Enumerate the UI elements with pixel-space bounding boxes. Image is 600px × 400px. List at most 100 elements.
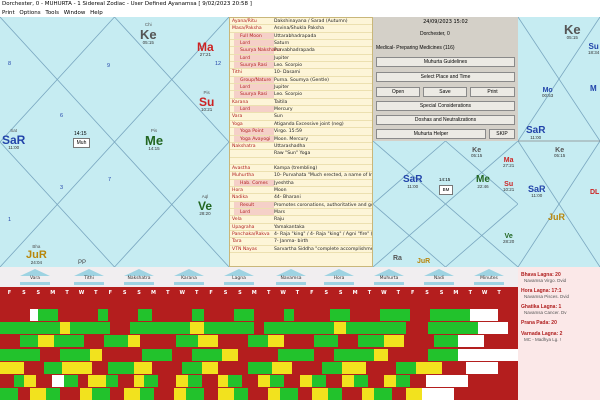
nav-nakshatra[interactable]: Nakshatra: [122, 269, 156, 285]
quality-cell[interactable]: [328, 388, 342, 400]
quality-cell[interactable]: [406, 322, 428, 335]
quality-cell[interactable]: [322, 361, 342, 374]
planet-ketu[interactable]: Chi Ke 05:15: [140, 22, 157, 45]
quality-cell[interactable]: [278, 348, 314, 361]
quality-cell[interactable]: [234, 309, 254, 321]
quality-cell[interactable]: [254, 322, 264, 335]
quality-cell[interactable]: [312, 388, 328, 400]
rasi-chart-main[interactable]: Chi Ke 05:15 Ma 27:21 Pis Su 10:21 Sat S…: [0, 17, 229, 267]
quality-cell[interactable]: [198, 335, 218, 348]
quality-cell[interactable]: [60, 388, 80, 400]
quality-cell[interactable]: [258, 375, 270, 387]
quality-cell[interactable]: [98, 309, 108, 321]
quality-cell[interactable]: [172, 348, 192, 361]
planet-rahu[interactable]: Ra: [393, 255, 402, 262]
planet-saturn[interactable]: SaR 11:00: [403, 174, 423, 189]
quality-cell[interactable]: [24, 375, 36, 387]
quality-cell[interactable]: [176, 335, 198, 348]
quality-cell[interactable]: [384, 335, 404, 348]
quality-cell[interactable]: [0, 322, 60, 335]
quality-cell[interactable]: [52, 375, 64, 387]
quality-cell[interactable]: [24, 361, 44, 374]
quality-cell[interactable]: [64, 375, 78, 387]
quality-cell[interactable]: [388, 348, 428, 361]
quality-cell[interactable]: [46, 388, 60, 400]
quality-cell[interactable]: [0, 388, 18, 400]
nav-navamsa[interactable]: Navamsa: [274, 269, 308, 285]
quality-cell[interactable]: [218, 361, 248, 374]
quality-cell[interactable]: [158, 375, 176, 387]
quality-cell[interactable]: [354, 375, 368, 387]
quality-cell[interactable]: [228, 375, 242, 387]
rasi-chart-tertiary[interactable]: Ke 05:15 Su 18:34 M Mo 00:53 SaR 11:00 K…: [518, 17, 600, 267]
rasi-chart-secondary[interactable]: Ke 05:15 Ma 27:21 Su 10:21 SaR 11:00 Me …: [373, 141, 518, 267]
quality-cell[interactable]: [0, 375, 14, 387]
quality-cell[interactable]: [384, 375, 396, 387]
quality-cell[interactable]: [346, 322, 406, 335]
planet-mercury[interactable]: Me 22:46: [476, 174, 490, 189]
quality-cell[interactable]: [458, 348, 518, 361]
quality-cell[interactable]: [36, 375, 52, 387]
quality-cell[interactable]: [254, 309, 284, 321]
quality-cell[interactable]: [54, 335, 84, 348]
quality-cell[interactable]: [138, 309, 152, 321]
quality-cell[interactable]: [92, 361, 108, 374]
quality-cell[interactable]: [238, 348, 278, 361]
quality-cell[interactable]: [140, 335, 176, 348]
quality-cell[interactable]: [188, 375, 202, 387]
quality-cell[interactable]: [202, 361, 218, 374]
quality-cell[interactable]: [102, 348, 142, 361]
menu-item-help[interactable]: Help: [90, 10, 103, 16]
quality-cell[interactable]: [186, 388, 204, 400]
quality-cell[interactable]: [222, 348, 238, 361]
quality-cell[interactable]: [330, 309, 350, 321]
quality-cell[interactable]: [182, 361, 202, 374]
quality-cell[interactable]: [300, 375, 312, 387]
menu-item-window[interactable]: Window: [63, 10, 86, 16]
planet-jupiter[interactable]: Bha JuR 24:04: [26, 244, 47, 265]
quality-cell[interactable]: [442, 361, 466, 374]
save-button[interactable]: Save: [423, 87, 467, 97]
quality-cell[interactable]: [18, 388, 30, 400]
planet-saturn[interactable]: Sat SaR 11:00: [2, 128, 26, 150]
quality-cell[interactable]: [14, 375, 24, 387]
quality-cell[interactable]: [426, 375, 468, 387]
doshas-neutralizations-button[interactable]: Doshas and Neutralizations: [376, 115, 515, 125]
quality-cell[interactable]: [326, 375, 342, 387]
planet-saturn[interactable]: SaR 11:00: [526, 125, 546, 140]
quality-cell[interactable]: [152, 309, 192, 321]
menu-item-options[interactable]: Options: [19, 10, 41, 16]
quality-cell[interactable]: [192, 309, 204, 321]
quality-cell[interactable]: [396, 361, 416, 374]
quality-cell[interactable]: [368, 375, 384, 387]
quality-cell[interactable]: [374, 348, 388, 361]
quality-cell[interactable]: [92, 388, 110, 400]
planet-sun[interactable]: Pis Su 10:21: [199, 90, 215, 112]
quality-cell[interactable]: [294, 309, 330, 321]
planet-moon[interactable]: Mo 00:53: [542, 87, 554, 98]
quality-cell[interactable]: [342, 361, 366, 374]
muhurta-guidelines-button[interactable]: Muhurta Guidelines: [376, 57, 515, 67]
quality-cell[interactable]: [58, 309, 98, 321]
quality-cell[interactable]: [268, 388, 280, 400]
quality-cell[interactable]: [284, 375, 300, 387]
quality-cell[interactable]: [362, 388, 374, 400]
quality-cell[interactable]: [30, 388, 46, 400]
planet-mars[interactable]: Ma 27:21: [503, 157, 515, 168]
quality-cell[interactable]: [416, 361, 442, 374]
quality-cell[interactable]: [38, 335, 54, 348]
quality-cell[interactable]: [292, 361, 322, 374]
quality-cell[interactable]: [30, 309, 38, 321]
quality-cell[interactable]: [334, 322, 346, 335]
quality-cell[interactable]: [314, 348, 334, 361]
print-button[interactable]: Print: [470, 87, 515, 97]
quality-cell[interactable]: [130, 322, 190, 335]
nav-tithi[interactable]: Tithi: [72, 269, 106, 285]
quality-cell[interactable]: [338, 335, 358, 348]
quality-cell[interactable]: [40, 348, 60, 361]
quality-cell[interactable]: [70, 322, 110, 335]
quality-cell[interactable]: [312, 375, 326, 387]
quality-cell[interactable]: [80, 388, 92, 400]
quality-row[interactable]: [0, 375, 468, 387]
